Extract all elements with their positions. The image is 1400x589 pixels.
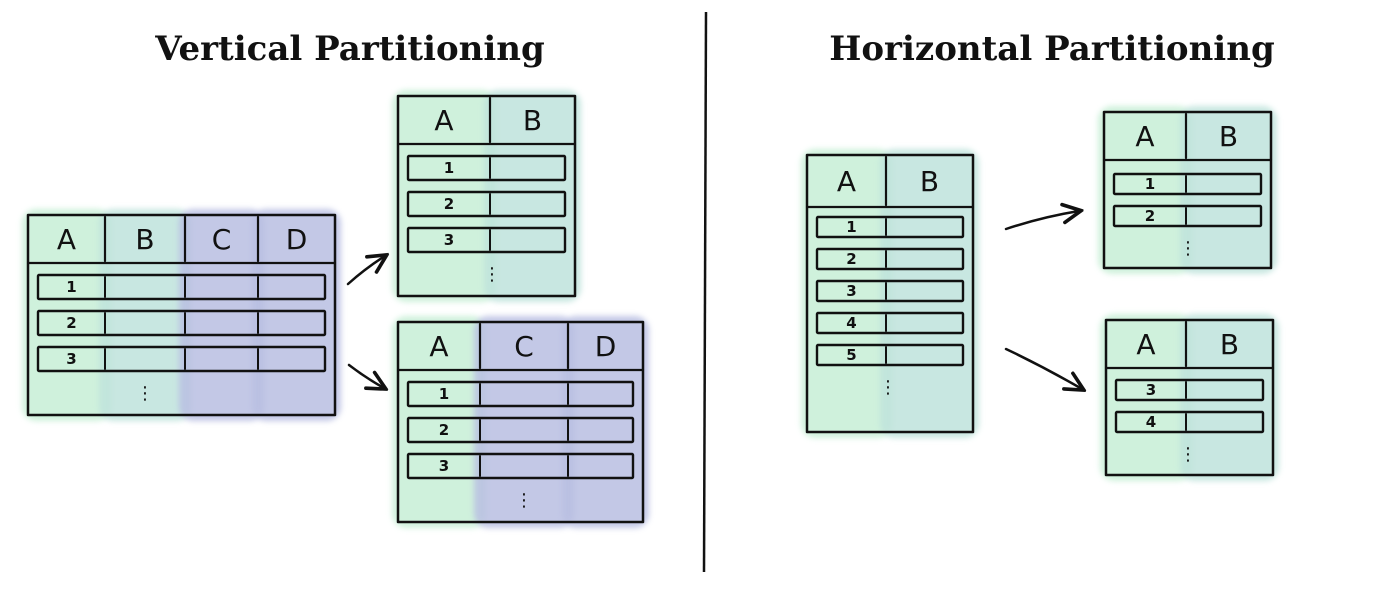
column-header-d: D — [595, 330, 617, 363]
row-label: 5 — [846, 346, 856, 364]
table-frame — [396, 320, 645, 524]
arrow-to-bottom-table — [347, 363, 384, 388]
row-label: 3 — [444, 231, 454, 249]
table-row: 2 — [1112, 204, 1263, 228]
table-row: 3 — [406, 452, 635, 480]
column-header-a: A — [1135, 120, 1154, 153]
horizontal-source-table: A B 1 2 3 4 5 ⋮ — [801, 149, 979, 438]
more-rows-ellipsis: ⋮ — [1179, 238, 1197, 259]
table-row: 3 — [36, 345, 327, 373]
table-row: 5 — [815, 343, 965, 367]
table-row: 3 — [406, 226, 567, 254]
row-label: 2 — [1145, 207, 1155, 225]
table-row: 2 — [406, 190, 567, 218]
horizontal-bottom-shard: A B 3 4 ⋮ — [1100, 314, 1279, 481]
column-header-b: B — [920, 165, 939, 198]
row-label: 1 — [66, 278, 76, 296]
table-row: 1 — [36, 273, 327, 301]
column-header-a: A — [434, 104, 453, 137]
table-row: 2 — [406, 416, 635, 444]
column-header-c: C — [514, 330, 534, 363]
table-frame — [1102, 110, 1273, 270]
table-row: 2 — [36, 309, 327, 337]
vertical-source-table: A B C D 1 2 3 ⋮ — [22, 209, 341, 421]
table-row: 4 — [815, 311, 965, 335]
row-label: 3 — [66, 350, 76, 368]
table-frame — [396, 94, 577, 298]
row-label: 2 — [439, 421, 449, 439]
row-label: 3 — [846, 282, 856, 300]
horizontal-title: Horizontal Partitioning — [829, 29, 1274, 69]
table-row: 1 — [1112, 172, 1263, 196]
arrow-to-top-shard — [1004, 211, 1079, 231]
table-row: 1 — [406, 154, 567, 182]
row-label: 1 — [439, 385, 449, 403]
row-label: 2 — [444, 195, 454, 213]
column-header-b: B — [523, 104, 542, 137]
table-row: 3 — [1114, 378, 1265, 402]
table-row: 3 — [815, 279, 965, 303]
column-header-a: A — [57, 223, 76, 256]
table-row: 4 — [1114, 410, 1265, 434]
horizontal-top-shard: A B 1 2 ⋮ — [1098, 106, 1277, 274]
more-rows-ellipsis: ⋮ — [1179, 444, 1197, 465]
vertical-top-table: A B 1 2 3 ⋮ — [392, 90, 581, 302]
column-header-b: B — [135, 223, 154, 256]
column-header-a: A — [837, 165, 856, 198]
vertical-bottom-table: A C D 1 2 3 ⋮ — [392, 316, 649, 528]
table-frame — [26, 213, 337, 417]
column-header-a: A — [1136, 328, 1155, 361]
row-label: 2 — [66, 314, 76, 332]
row-label: 4 — [846, 314, 856, 332]
table-row: 1 — [406, 380, 635, 408]
row-label: 1 — [1145, 175, 1155, 193]
row-label: 2 — [846, 250, 856, 268]
row-label: 1 — [846, 218, 856, 236]
column-header-b: B — [1219, 120, 1238, 153]
arrow-to-top-table — [346, 256, 385, 286]
more-rows-ellipsis: ⋮ — [515, 490, 533, 511]
column-header-c: C — [212, 223, 232, 256]
row-label: 3 — [1146, 381, 1156, 399]
column-header-a: A — [429, 330, 448, 363]
table-row: 2 — [815, 247, 965, 271]
table-frame — [1104, 318, 1275, 477]
row-label: 1 — [444, 159, 454, 177]
section-divider — [702, 11, 708, 573]
table-row: 1 — [815, 215, 965, 239]
vertical-title: Vertical Partitioning — [154, 29, 545, 69]
table-frame — [805, 153, 975, 434]
more-rows-ellipsis: ⋮ — [879, 377, 897, 398]
more-rows-ellipsis: ⋮ — [136, 383, 154, 404]
more-rows-ellipsis: ⋮ — [483, 264, 501, 285]
row-label: 4 — [1146, 413, 1156, 431]
arrow-to-bottom-shard — [1004, 347, 1082, 389]
column-header-b: B — [1220, 328, 1239, 361]
column-header-d: D — [286, 223, 308, 256]
row-label: 3 — [439, 457, 449, 475]
